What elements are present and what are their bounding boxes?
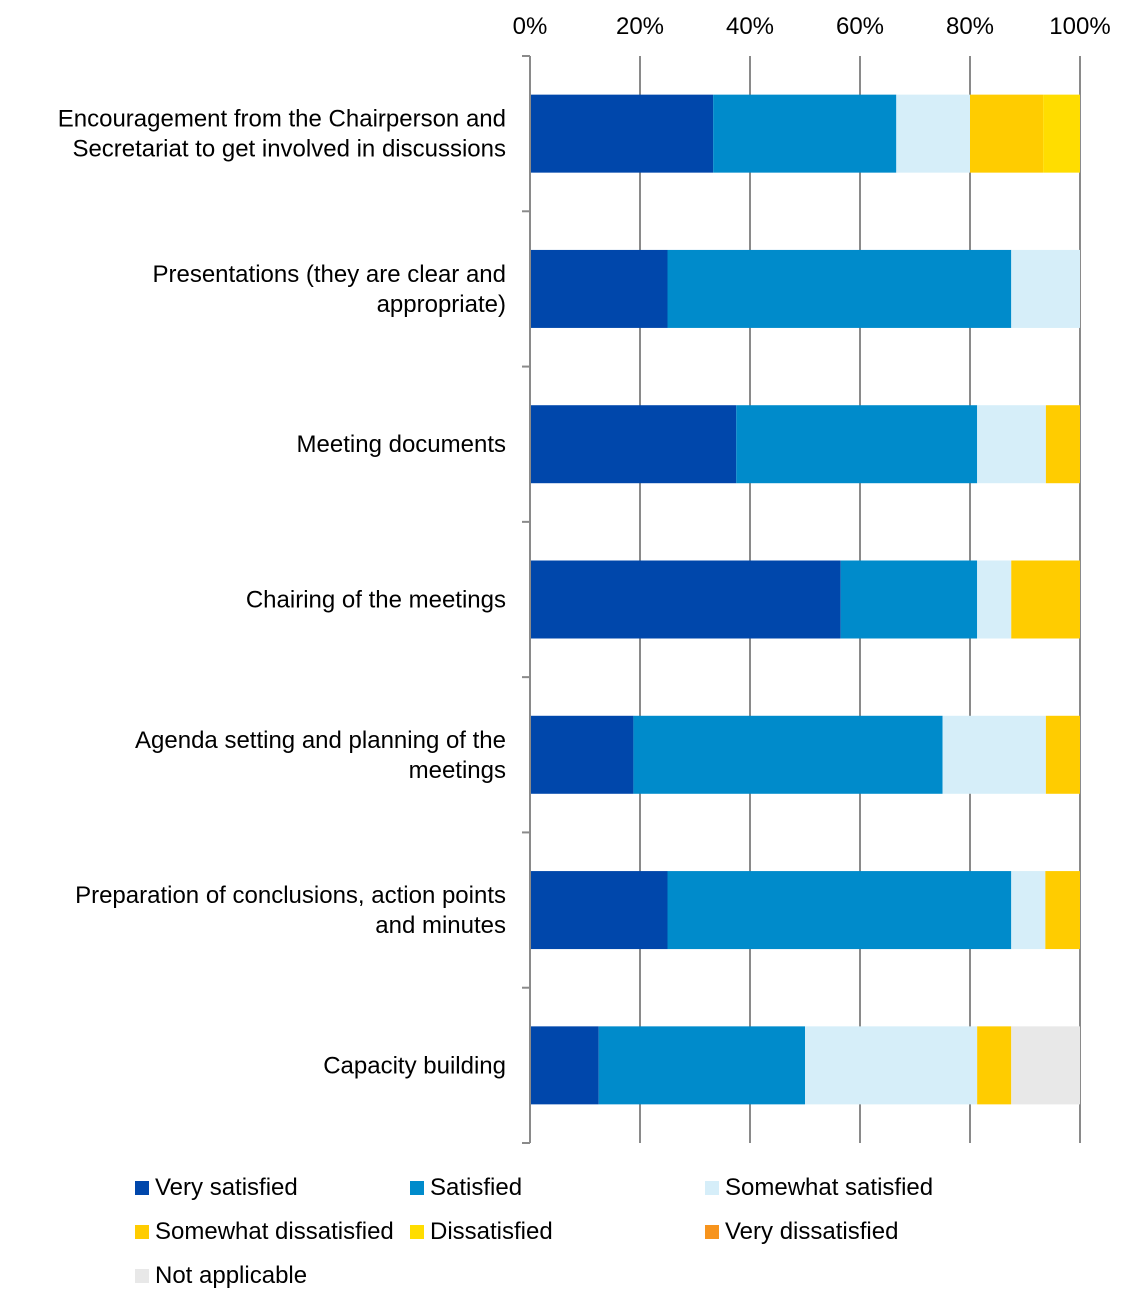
bar-segment bbox=[977, 1026, 1012, 1105]
x-tick-label: 100% bbox=[1049, 13, 1110, 40]
legend-label: Very dissatisfied bbox=[725, 1218, 899, 1245]
bar-segment bbox=[1011, 249, 1080, 328]
x-tick-label: 60% bbox=[836, 13, 884, 40]
bar-segment bbox=[1011, 1026, 1080, 1105]
bar-segment bbox=[1045, 405, 1080, 484]
bar-segment bbox=[667, 249, 1012, 328]
bars bbox=[530, 94, 1080, 1105]
bar-segment bbox=[840, 560, 978, 639]
bar-segment bbox=[970, 94, 1044, 173]
legend-swatch bbox=[410, 1225, 424, 1239]
category-axis bbox=[522, 55, 531, 1144]
bar-segment bbox=[1011, 871, 1046, 950]
legend-item: Not applicable bbox=[135, 1258, 307, 1294]
bar-segment bbox=[530, 715, 634, 794]
legend-swatch bbox=[135, 1269, 149, 1283]
bar-segment bbox=[896, 94, 970, 173]
legend-swatch bbox=[135, 1181, 149, 1195]
legend-item: Somewhat satisfied bbox=[705, 1170, 933, 1206]
legend-label: Somewhat satisfied bbox=[725, 1174, 934, 1201]
bar-segment bbox=[713, 94, 897, 173]
category-label: Capacity building bbox=[323, 1052, 506, 1079]
category-label: Chairing of the meetings bbox=[246, 587, 506, 614]
category-label: Encouragement from the Chairperson and Se… bbox=[58, 106, 506, 163]
bar-segment bbox=[736, 405, 978, 484]
x-tick-label: 0% bbox=[513, 13, 548, 40]
category-labels: Encouragement from the Chairperson and Se… bbox=[58, 106, 506, 1080]
legend-item: Somewhat dissatisfied bbox=[135, 1214, 394, 1250]
legend-item: Very dissatisfied bbox=[705, 1214, 898, 1250]
category-label: Preparation of conclusions, action point… bbox=[75, 882, 506, 939]
category-label: Meeting documents bbox=[297, 431, 506, 458]
legend-label: Not applicable bbox=[155, 1262, 308, 1289]
x-tick-label: 20% bbox=[616, 13, 664, 40]
bar-segment bbox=[530, 405, 737, 484]
bar-segment bbox=[667, 871, 1012, 950]
bar-segment bbox=[530, 94, 714, 173]
legend-label: Satisfied bbox=[430, 1174, 523, 1201]
legend-label: Somewhat dissatisfied bbox=[155, 1218, 394, 1245]
legend-swatch bbox=[135, 1225, 149, 1239]
legend-label: Dissatisfied bbox=[430, 1218, 553, 1245]
x-tick-label: 80% bbox=[946, 13, 994, 40]
bar-segment bbox=[530, 871, 668, 950]
legend-item: Dissatisfied bbox=[410, 1214, 553, 1250]
category-label: Presentations (they are clear and appropr… bbox=[152, 261, 506, 318]
legend-swatch bbox=[705, 1181, 719, 1195]
legend-swatch bbox=[410, 1181, 424, 1195]
x-tick-labels: 0% 20% 40% 60% 80% 100% bbox=[513, 13, 1111, 40]
bar-segment bbox=[530, 560, 841, 639]
bar-segment bbox=[1043, 94, 1080, 173]
bar-segment bbox=[942, 715, 1046, 794]
bar-segment bbox=[805, 1026, 978, 1105]
x-tick-label: 40% bbox=[726, 13, 774, 40]
legend-label: Very satisfied bbox=[155, 1174, 298, 1201]
legend-swatch bbox=[705, 1225, 719, 1239]
legend-item: Satisfied bbox=[410, 1170, 522, 1206]
bar-segment bbox=[977, 560, 1012, 639]
bar-segment bbox=[1011, 560, 1080, 639]
bar-segment bbox=[530, 1026, 599, 1105]
bar-segment bbox=[530, 249, 668, 328]
bar-segment bbox=[1045, 715, 1080, 794]
stacked-bar-chart: 0% 20% 40% 60% 80% 100% Encouragement from th… bbox=[58, 13, 1111, 1144]
bar-segment bbox=[977, 405, 1046, 484]
bar-segment bbox=[633, 715, 943, 794]
bar-segment bbox=[598, 1026, 805, 1105]
legend-item: Very satisfied bbox=[135, 1170, 298, 1206]
category-label: Agenda setting and planning of the meetin… bbox=[135, 727, 506, 784]
bar-segment bbox=[1045, 871, 1080, 950]
